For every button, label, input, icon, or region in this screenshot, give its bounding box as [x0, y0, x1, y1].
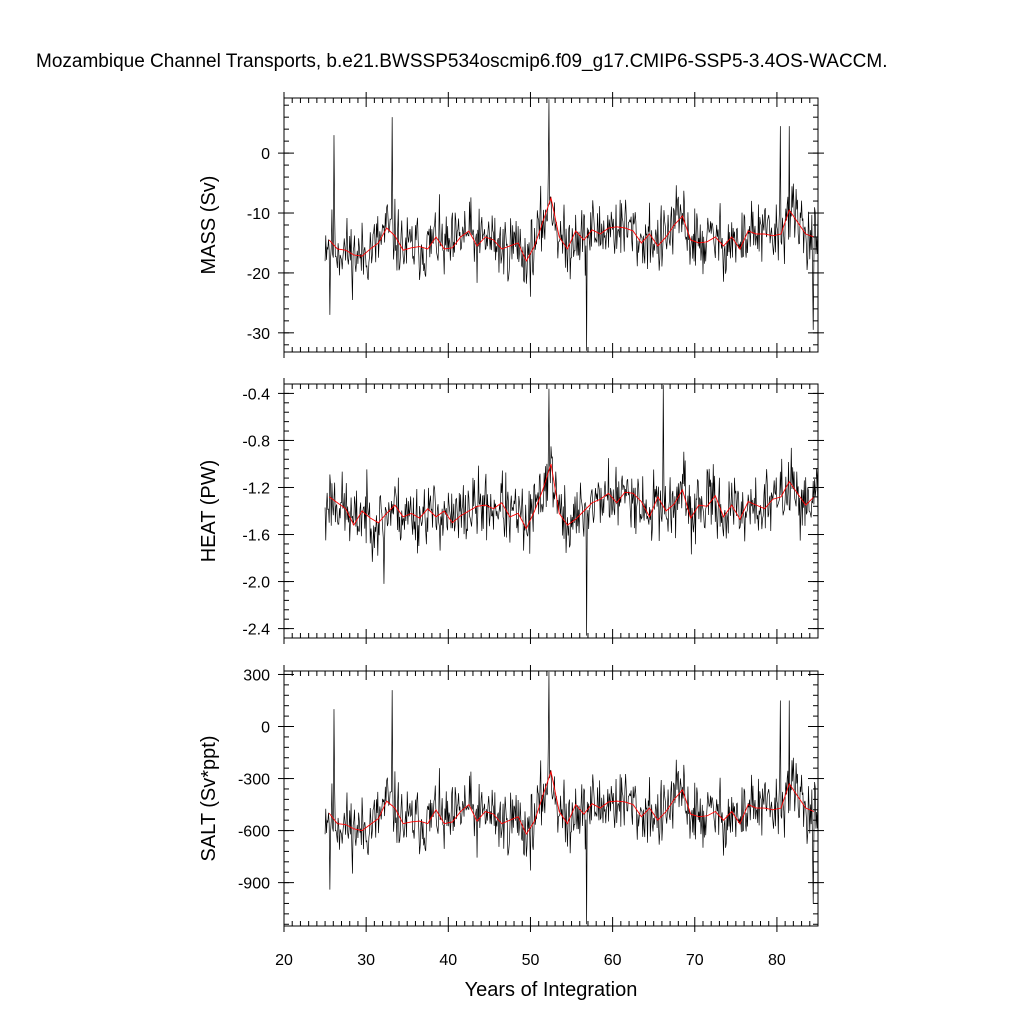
y-tick-label-heat: -2.4	[242, 622, 270, 639]
panel-mass: 0 -10 -20 -30 MASS (Sv)	[198, 92, 824, 358]
x-tick-label: 20	[275, 952, 293, 969]
y-tick-label-salt: 0	[261, 720, 270, 737]
x-tick-label: 40	[439, 952, 457, 969]
y-tick-label-salt: -300	[238, 772, 270, 789]
y-tick-label-salt: -600	[238, 824, 270, 841]
series-monthly-mass	[324, 99, 818, 351]
x-tick-labels: 20 30 40 50 60 70 80	[275, 952, 786, 969]
y-tick-label-heat: -0.4	[242, 386, 270, 403]
panel-salt: 300 0 -300 -600 -900 SALT (Sv*ppt)	[198, 665, 824, 932]
panel-heat: -0.4 -0.8 -1.2 -1.6 -2.0 -2.4 HEAT (PW)	[198, 378, 824, 644]
series-monthly-salt	[324, 671, 818, 925]
x-axis-label: Years of Integration	[465, 979, 638, 1001]
y-tick-label-mass: -10	[247, 206, 270, 223]
series-monthly-heat	[324, 385, 818, 636]
y-tick-label-mass: -20	[247, 266, 270, 283]
plot-frame-heat	[283, 383, 819, 639]
y-tick-label-salt: -900	[238, 876, 270, 893]
series-annual-salt	[328, 769, 815, 835]
x-tick-label: 70	[686, 952, 704, 969]
y-tick-label-heat: -1.6	[242, 528, 270, 545]
y-tick-label-heat: -1.2	[242, 480, 270, 497]
x-tick-label: 80	[768, 952, 786, 969]
series-annual-heat	[328, 463, 815, 530]
y-tick-label-heat: -2.0	[242, 575, 270, 592]
y-tick-label-heat: -0.8	[242, 433, 270, 450]
y-tick-label-mass: 0	[261, 146, 270, 163]
x-tick-label: 50	[522, 952, 540, 969]
plot-frame-salt	[283, 670, 819, 927]
y-axis-label-mass: MASS (Sv)	[198, 176, 220, 275]
plot-frame-mass	[283, 97, 819, 353]
series-annual-mass	[328, 196, 815, 262]
x-tick-label: 30	[357, 952, 375, 969]
y-axis-label-heat: HEAT (PW)	[198, 460, 220, 563]
y-axis-label-salt: SALT (Sv*ppt)	[198, 736, 220, 862]
figure-title: Mozambique Channel Transports, b.e21.BWS…	[36, 51, 888, 72]
y-tick-label-salt: 300	[243, 667, 270, 684]
y-tick-label-mass: -30	[247, 326, 270, 343]
x-tick-label: 60	[604, 952, 622, 969]
